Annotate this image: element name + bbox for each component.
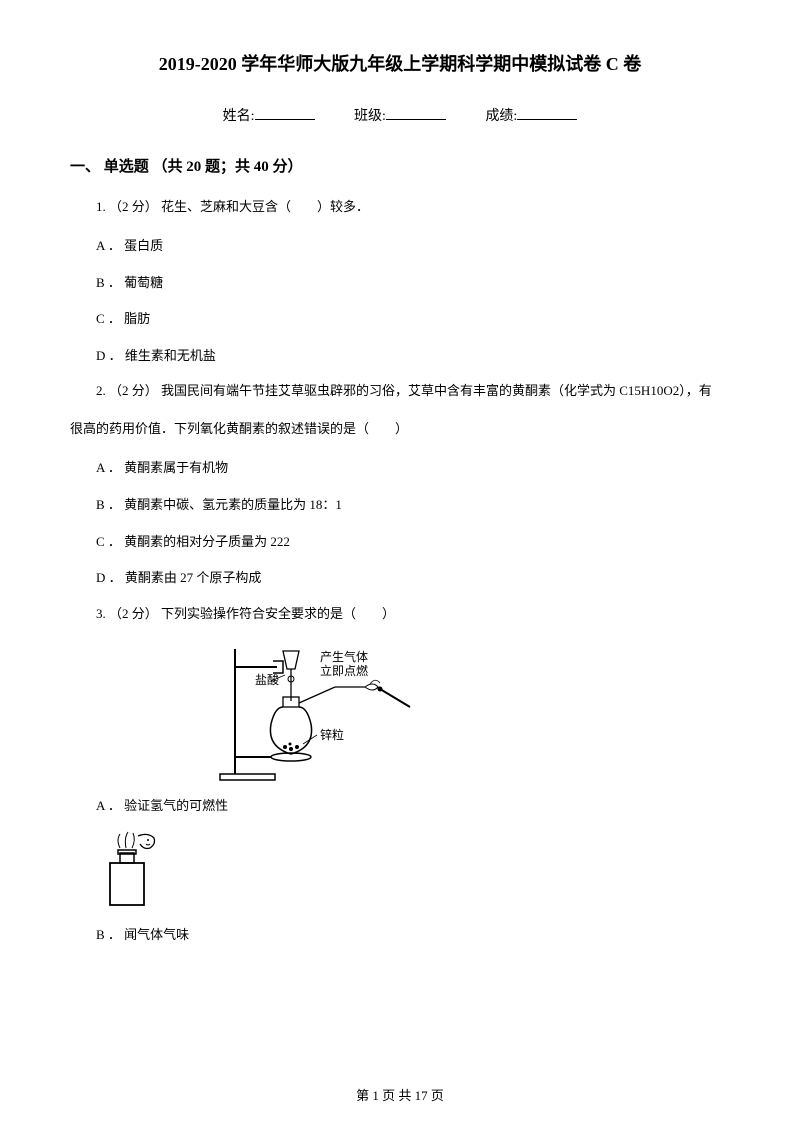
class-blank[interactable] [386,104,446,120]
q2-option-c: C ． 黄酮素的相对分子质量为 222 [70,528,730,557]
section-header: 一、 单选题 （共 20 题；共 40 分） [70,155,730,176]
q1-option-c: C ． 脂肪 [70,305,730,334]
option-text: 黄酮素的相对分子质量为 222 [124,534,290,549]
option-text: 黄酮素属于有机物 [124,460,228,475]
option-text: 黄酮素中碳、氢元素的质量比为 18：1 [124,497,342,512]
bottle-svg [98,828,168,913]
q2-number: 2. [96,383,106,398]
option-label: A ． [96,798,121,813]
option-label: A ． [96,238,121,253]
q2-option-b: B ． 黄酮素中碳、氢元素的质量比为 18：1 [70,491,730,520]
option-text: 葡萄糖 [124,275,163,290]
zinc-label: 锌粒 [320,727,344,742]
q3-number: 3. [96,606,106,621]
page-footer: 第 1 页 共 17 页 [0,1085,800,1104]
option-text: 蛋白质 [124,238,163,253]
option-label: C ． [96,311,121,326]
q1-number: 1. [96,199,106,214]
q1-text: 花生、芝麻和大豆含（ ）较多． [161,199,369,214]
q2-option-d: D ． 黄酮素由 27 个原子构成 [70,564,730,593]
score-field: 成绩: [485,104,577,125]
option-label: B ． [96,497,121,512]
option-label: B ． [96,275,121,290]
q1-option-b: B ． 葡萄糖 [70,269,730,298]
question-2: 2. （2 分） 我国民间有端午节挂艾草驱虫辟邪的习俗，艾草中含有丰富的黄酮素（… [70,378,730,404]
name-label: 姓名: [223,109,255,124]
option-text: 闻气体气味 [124,927,189,942]
question-3: 3. （2 分） 下列实验操作符合安全要求的是（ ） [70,601,730,627]
gas-label-2: 立即点燃 [320,663,368,678]
option-text: 验证氢气的可燃性 [124,798,228,813]
q2-text: 我国民间有端午节挂艾草驱虫辟邪的习俗，艾草中含有丰富的黄酮素（化学式为 C15H… [161,383,712,398]
option-text: 黄酮素由 27 个原子构成 [125,570,262,585]
class-label: 班级: [354,109,386,124]
option-label: B ． [96,927,121,942]
q1-option-a: A ． 蛋白质 [70,232,730,261]
option-label: D ． [96,348,122,363]
option-text: 维生素和无机盐 [125,348,216,363]
q1-points: （2 分） [109,199,158,214]
student-info-line: 姓名: 班级: 成绩: [70,104,730,125]
score-blank[interactable] [517,104,577,120]
q3-text: 下列实验操作符合安全要求的是（ ） [161,606,395,621]
option-label: C ． [96,534,121,549]
class-field: 班级: [354,104,446,125]
apparatus-svg: 盐酸 产生气体 立即点燃 锌粒 [215,639,425,784]
option-label: D ． [96,570,122,585]
diagram-b-bottle [98,828,730,913]
q1-option-d: D ． 维生素和无机盐 [70,342,730,371]
option-label: A ． [96,460,121,475]
gas-label-1: 产生气体 [320,649,368,664]
q3-option-a: A ． 验证氢气的可燃性 [70,792,730,821]
q3-option-b: B ． 闻气体气味 [70,921,730,950]
q2-continue: 很高的药用价值．下列氧化黄酮素的叙述错误的是（ ） [70,416,730,442]
q2-points: （2 分） [109,383,158,398]
name-blank[interactable] [255,104,315,120]
question-1: 1. （2 分） 花生、芝麻和大豆含（ ）较多． [70,194,730,220]
score-label: 成绩: [485,109,517,124]
option-text: 脂肪 [124,311,150,326]
q3-points: （2 分） [109,606,158,621]
exam-title: 2019-2020 学年华师大版九年级上学期科学期中模拟试卷 C 卷 [70,50,730,76]
q2-option-a: A ． 黄酮素属于有机物 [70,454,730,483]
diagram-a-apparatus: 盐酸 产生气体 立即点燃 锌粒 [215,639,730,784]
name-field: 姓名: [223,104,315,125]
